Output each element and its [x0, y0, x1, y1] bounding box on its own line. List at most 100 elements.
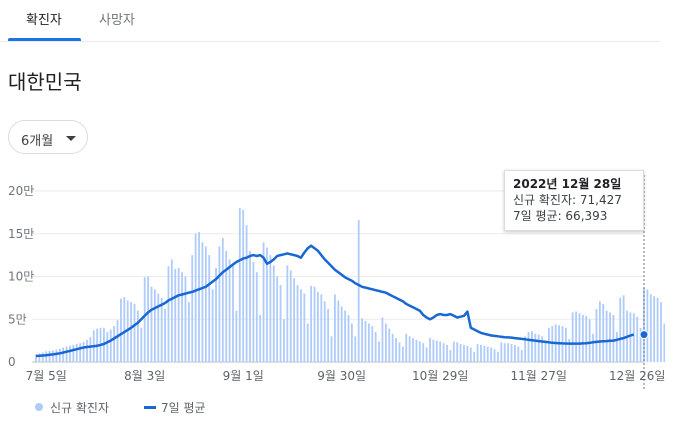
- bar: [232, 263, 234, 362]
- bar: [619, 297, 622, 362]
- bar: [38, 353, 41, 362]
- bar: [296, 285, 299, 362]
- bar: [327, 308, 330, 362]
- tab-deaths[interactable]: 사망자: [99, 13, 135, 28]
- bar: [401, 346, 404, 362]
- bar: [123, 297, 126, 362]
- bar: [541, 336, 544, 362]
- bar: [459, 344, 462, 362]
- bar: [510, 344, 513, 362]
- bar: [211, 289, 214, 362]
- bar: [279, 285, 282, 362]
- bar: [656, 297, 659, 362]
- bar: [86, 339, 88, 362]
- bar: [490, 347, 493, 362]
- bar: [500, 342, 503, 362]
- x-tick-label: 9월 1일: [223, 369, 264, 383]
- hover-point: [639, 330, 649, 340]
- bar: [204, 246, 207, 362]
- bar: [347, 314, 350, 362]
- bar: [272, 265, 275, 362]
- bar: [221, 238, 224, 362]
- tab-confirmed[interactable]: 확진자: [26, 13, 62, 28]
- x-tick-label: 9월 30일: [317, 369, 366, 383]
- bar: [636, 316, 639, 362]
- bar: [313, 286, 316, 362]
- bar: [595, 308, 598, 362]
- bar: [242, 209, 245, 362]
- bar: [486, 346, 489, 362]
- bar: [361, 318, 363, 362]
- bar: [177, 267, 180, 362]
- x-tick-label: 11월 27일: [510, 369, 566, 383]
- bar: [598, 301, 601, 362]
- bar: [65, 346, 68, 362]
- bar: [238, 208, 241, 362]
- bar: [160, 297, 163, 362]
- bar: [391, 333, 394, 362]
- bar: [632, 313, 635, 362]
- bar: [547, 327, 550, 362]
- range-dropdown[interactable]: 6개월: [8, 120, 88, 154]
- bar: [184, 276, 187, 362]
- bar: [52, 350, 54, 362]
- bar: [663, 323, 665, 362]
- bar: [113, 326, 116, 362]
- bar: [412, 338, 414, 362]
- bar: [153, 289, 156, 362]
- bar: [483, 345, 486, 362]
- bar: [259, 314, 262, 362]
- bar: [544, 340, 547, 362]
- bar: [435, 340, 438, 362]
- legend-new-cases-label: 신규 확진자: [50, 401, 110, 415]
- bar: [201, 242, 204, 362]
- bar: [269, 255, 272, 362]
- bar: [398, 342, 401, 362]
- bar: [75, 344, 78, 362]
- bar: [143, 277, 146, 362]
- bar: [225, 250, 228, 362]
- bar: [181, 272, 183, 362]
- bar: [476, 344, 479, 362]
- tab-bar: 확진자 사망자: [0, 0, 660, 42]
- bar: [425, 347, 428, 362]
- bar: [133, 303, 136, 362]
- bar: [395, 338, 397, 362]
- bar: [422, 343, 425, 362]
- bar: [306, 323, 309, 362]
- bar: [581, 314, 584, 362]
- bar: [286, 265, 289, 362]
- bar: [276, 276, 279, 362]
- bar: [514, 344, 516, 362]
- active-tab-indicator: [8, 38, 81, 41]
- bar: [612, 314, 615, 362]
- bar: [89, 337, 92, 362]
- bar: [384, 323, 387, 362]
- bar: [442, 343, 445, 362]
- bar: [69, 345, 71, 362]
- bar: [564, 327, 567, 362]
- bar: [58, 348, 61, 362]
- bar: [340, 306, 343, 362]
- bar: [503, 343, 506, 362]
- caret-down-icon: [66, 136, 76, 141]
- bar: [289, 270, 292, 362]
- x-tick-label: 12월 26일: [609, 369, 665, 383]
- bar: [174, 268, 177, 362]
- tooltip-date: 2022년 12월 28일: [513, 177, 622, 191]
- bar: [147, 276, 149, 362]
- y-tick-label: 15만: [8, 227, 34, 241]
- bar: [408, 336, 411, 362]
- bar: [473, 351, 476, 362]
- bar: [72, 344, 75, 362]
- bar: [249, 250, 251, 362]
- bar: [374, 332, 377, 362]
- bar: [405, 333, 408, 362]
- bar: [371, 326, 374, 362]
- legend-line-marker: [144, 406, 156, 409]
- bar: [283, 319, 285, 362]
- bar: [191, 255, 194, 362]
- bar: [452, 341, 455, 362]
- bar: [388, 328, 391, 362]
- bar: [507, 343, 510, 362]
